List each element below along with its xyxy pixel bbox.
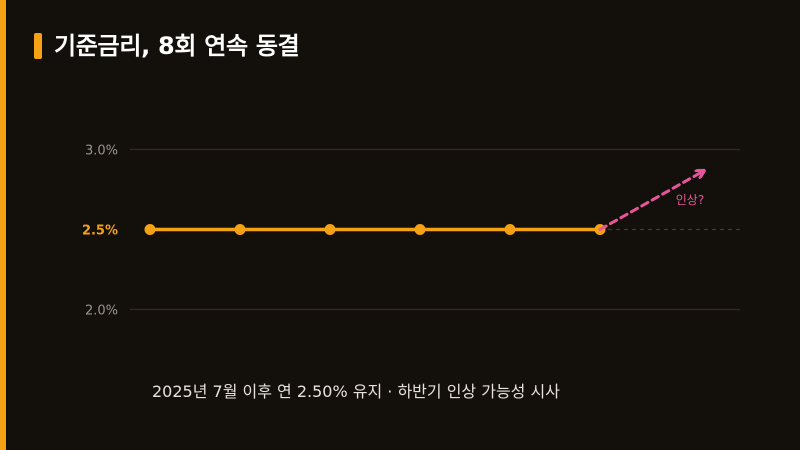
series-layer: [144, 224, 606, 235]
data-point: [234, 224, 246, 235]
title-accent-bar: [34, 33, 42, 59]
projection-arrow: [598, 172, 702, 231]
projection-label: 인상?: [676, 193, 704, 207]
chart-title: 기준금리, 8회 연속 동결: [54, 32, 300, 60]
title-area: 기준금리, 8회 연속 동결: [34, 30, 300, 62]
projection-layer: 인상?: [598, 172, 704, 231]
data-point: [504, 224, 516, 235]
y-tick-label: 2.0%: [85, 304, 118, 319]
data-point: [144, 224, 156, 235]
chart-caption: 2025년 7월 이후 연 2.50% 유지 · 하반기 인상 가능성 시사: [152, 382, 560, 401]
y-tick-label: 3.0%: [85, 144, 118, 159]
accent-border: [0, 0, 6, 450]
y-tick-labels: 3.0% 2.5% 2.0%: [82, 144, 118, 319]
data-point: [414, 224, 426, 235]
data-point: [324, 224, 336, 235]
y-tick-label: 2.5%: [82, 224, 118, 239]
grid-layer: [130, 148, 740, 311]
